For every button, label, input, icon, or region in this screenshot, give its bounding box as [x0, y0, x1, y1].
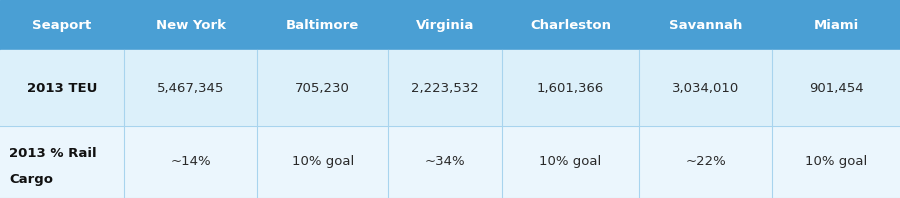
Text: Virginia: Virginia	[416, 19, 474, 32]
Text: 705,230: 705,230	[295, 82, 350, 95]
Bar	[0, 126, 900, 198]
Text: Baltimore: Baltimore	[286, 19, 359, 32]
Text: ~34%: ~34%	[425, 155, 465, 168]
Text: 10% goal: 10% goal	[805, 155, 868, 168]
Text: ~14%: ~14%	[170, 155, 211, 168]
Text: Cargo: Cargo	[9, 173, 53, 186]
Text: Savannah: Savannah	[669, 19, 742, 32]
Text: 3,034,010: 3,034,010	[672, 82, 739, 95]
Text: 2013 TEU: 2013 TEU	[27, 82, 97, 95]
Text: 901,454: 901,454	[809, 82, 863, 95]
Text: 5,467,345: 5,467,345	[158, 82, 224, 95]
Text: 2,223,532: 2,223,532	[411, 82, 479, 95]
Text: New York: New York	[156, 19, 226, 32]
Text: ~22%: ~22%	[685, 155, 726, 168]
Text: 10% goal: 10% goal	[292, 155, 354, 168]
Text: 2013 % Rail: 2013 % Rail	[9, 148, 96, 160]
Bar	[0, 50, 900, 126]
Text: Miami: Miami	[814, 19, 859, 32]
Text: 10% goal: 10% goal	[539, 155, 602, 168]
Bar	[0, 0, 900, 50]
Text: Charleston: Charleston	[530, 19, 611, 32]
Text: 1,601,366: 1,601,366	[537, 82, 604, 95]
Text: Seaport: Seaport	[32, 19, 92, 32]
